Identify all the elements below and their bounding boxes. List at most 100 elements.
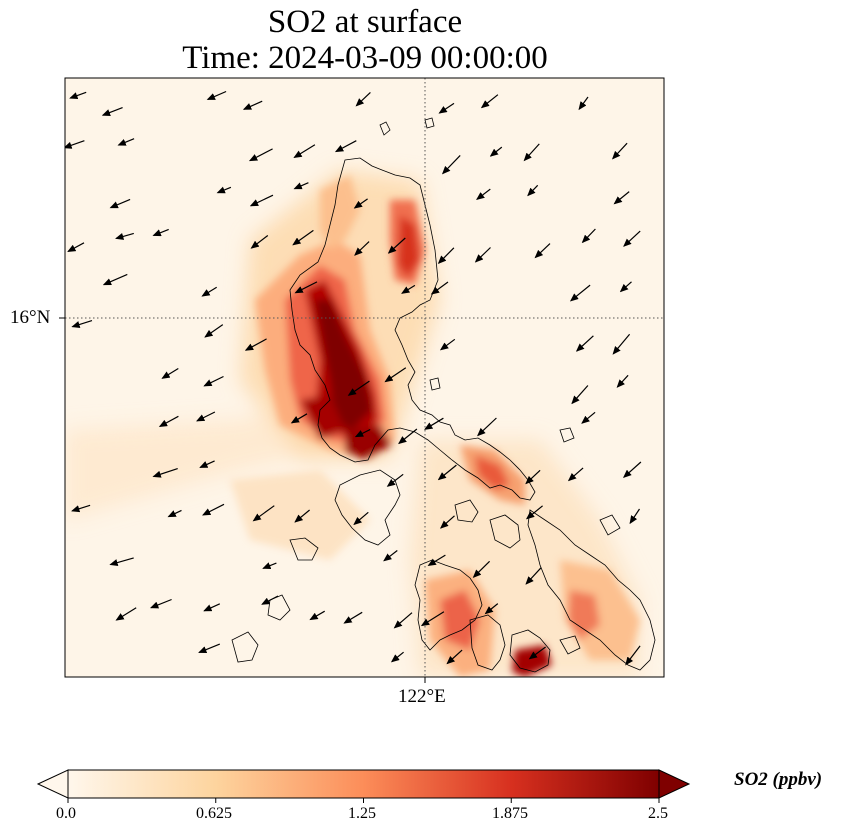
wind-arrow [427,554,446,567]
wind-arrow [158,415,179,427]
wind-arrow [102,273,128,286]
wind-arrow [109,557,134,567]
wind-arrow [353,511,369,526]
map-frame [64,77,665,678]
wind-arrow [198,643,221,654]
wind-arrow [629,508,641,525]
wind-arrow [252,505,275,522]
wind-arrow [248,148,273,162]
wind-arrow [262,562,277,569]
wind-arrow [115,607,137,621]
wind-arrow [201,286,218,297]
wind-arrow [294,509,310,523]
colorbar-label: SO2 (ppbv) [734,769,823,790]
wind-arrow [625,645,641,666]
wind-arrow [525,469,541,485]
colorbar-extend-min [36,769,69,799]
wind-arrow [244,338,267,351]
wind-arrow [152,228,169,237]
wind-arrow [386,473,404,487]
wind-arrow [480,94,499,109]
wind-arrow [476,188,491,201]
wind-arrow [525,567,542,585]
wind-arrow [161,367,179,379]
wind-arrow [424,417,444,430]
wind-arrow [439,338,456,351]
wind-arrow [477,417,497,437]
colorbar-tick-label-2: 1.25 [348,805,376,822]
colorbar-ticks [67,798,660,803]
wind-arrow [420,611,445,627]
wind-arrow [384,367,407,383]
wind-arrow [101,107,123,116]
wind-arrow [527,184,539,197]
wind-arrow [569,284,591,302]
wind-arrow [581,411,596,424]
longitude-tick-label: 122°E [398,686,446,707]
wind-arrow [206,90,227,100]
colorbar-extend-max [658,769,691,799]
wind-arrow [292,229,314,246]
wind-arrow [347,380,370,396]
chart-title-line-1: SO2 at surface [267,4,463,40]
wind-arrow [571,385,589,405]
wind-arrow [115,232,134,240]
wind-arrow [354,428,371,438]
wind-arrow [293,144,316,159]
wind-arrow [401,284,416,294]
wind-arrow [437,247,455,265]
wind-arrow [534,243,551,259]
wind-arrow [216,186,232,194]
wind-arrow [472,560,491,578]
wind-arrow [261,595,279,605]
wind-arrow [71,320,93,328]
wind-arrow [69,91,87,100]
wind-arrow [196,411,216,422]
wind-arrow [293,182,309,190]
chart-title-line-2: Time: 2024-03-09 00:00:00 [182,40,548,76]
wind-arrow [152,468,178,478]
colorbar-tick-label-4: 2.5 [648,805,668,822]
wind-arrow [109,198,131,209]
wind-arrow [353,198,368,209]
wind-arrow [65,140,85,149]
colorbar-gradient [68,770,659,798]
colorbar-tick-label-3: 1.875 [492,805,528,822]
wind-arrow [623,461,642,478]
wind-arrow [616,374,629,388]
wind-arrow [567,467,584,482]
wind-arrow [202,503,225,516]
wind-arrow [619,281,632,293]
wind-arrow [167,509,182,518]
wind-arrow [623,230,641,247]
wind-vectors [65,90,642,666]
wind-arrow [484,603,499,615]
wind-arrow [430,281,449,295]
wind-arrow [611,142,628,160]
wind-arrow [355,91,371,107]
wind-arrow [204,324,224,338]
wind-arrow [525,505,543,520]
wind-arrow [438,102,455,114]
colorbar [36,769,691,803]
wind-arrow [474,247,491,263]
wind-arrow [249,194,274,207]
wind-arrow [309,610,326,621]
wind-arrow [203,603,221,612]
wind-arrow [242,100,263,110]
wind-arrow [613,191,630,205]
wind-arrow [117,138,135,146]
colorbar-tick-label-0: 0.0 [56,805,76,822]
wind-arrow [199,460,215,468]
wind-arrow [489,146,503,157]
wind-arrow [523,143,540,162]
wind-arrow [390,651,404,663]
wind-arrow [354,241,370,256]
wind-arrow [334,140,357,153]
wind-arrow [383,550,398,562]
wind-arrow [294,281,318,294]
wind-arrow [343,611,363,624]
wind-arrow [440,515,455,529]
wind-arrow [387,237,406,254]
